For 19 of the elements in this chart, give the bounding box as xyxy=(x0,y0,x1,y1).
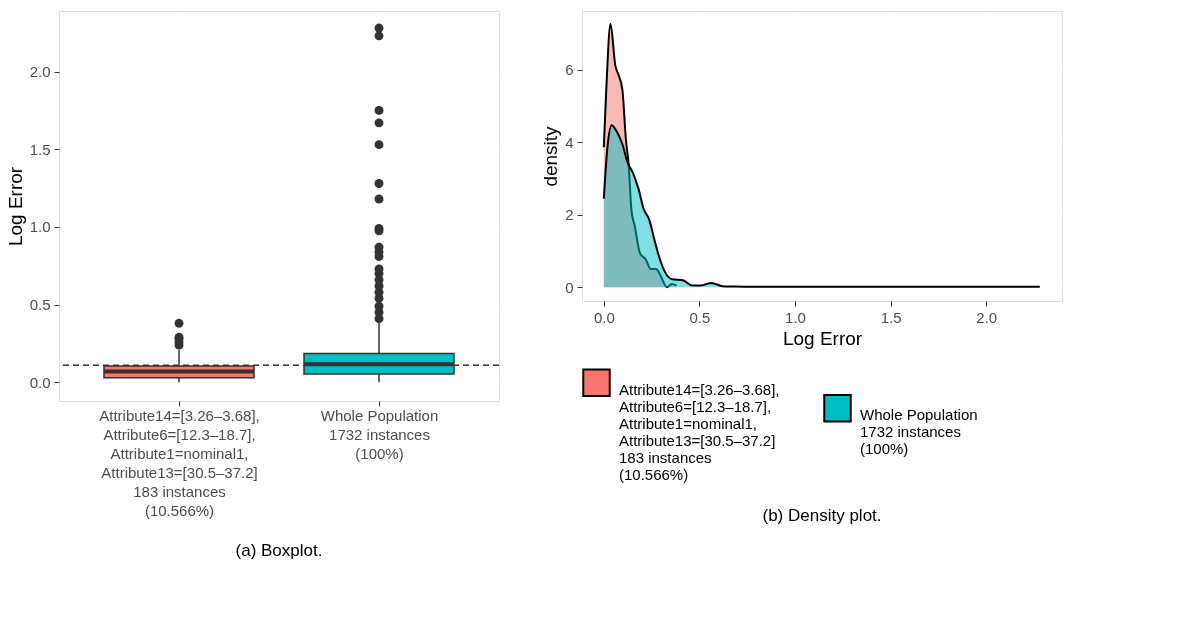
text: (a) Boxplot. xyxy=(235,541,323,560)
y-tick-label: 2 xyxy=(565,206,574,224)
y-axis-title: Log Error xyxy=(4,166,26,247)
x-tick-label: 0.5 xyxy=(689,308,711,326)
y-tick-label: 6 xyxy=(565,61,574,79)
y-tick-label: 2.0 xyxy=(29,63,51,81)
text: (b) Density plot. xyxy=(762,506,882,525)
y-tick-label: 0.0 xyxy=(29,373,51,391)
x-tick-label: 1.5 xyxy=(880,308,902,326)
y-tick-label: 1.5 xyxy=(29,140,51,158)
y-tick-label: 0 xyxy=(565,278,574,296)
y-tick-label: 4 xyxy=(565,133,574,151)
y-axis-title: density xyxy=(540,125,562,187)
y-tick-label: 0.5 xyxy=(29,296,51,314)
y-tick-label: 1.0 xyxy=(29,218,51,236)
x-tick-label: 2.0 xyxy=(976,308,998,326)
x-axis-title: Log Error xyxy=(782,327,863,349)
x-tick-label: 0.0 xyxy=(593,308,615,326)
x-tick-label: 1.0 xyxy=(785,308,806,326)
